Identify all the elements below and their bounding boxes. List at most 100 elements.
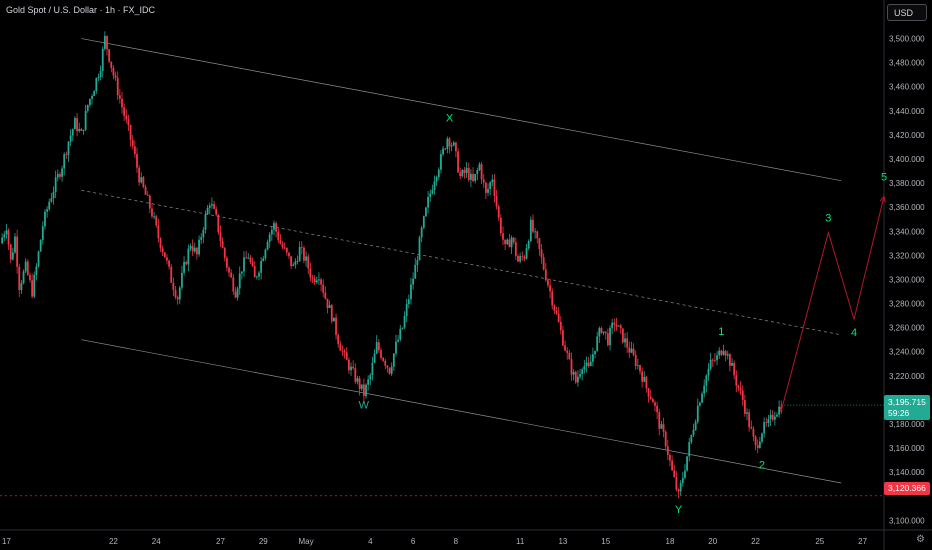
candle-body xyxy=(641,371,644,382)
candle-body xyxy=(574,371,577,383)
candle-body xyxy=(54,177,57,192)
candle-body xyxy=(395,341,397,354)
candle-body xyxy=(298,246,301,262)
candle-body xyxy=(750,427,753,429)
candle-body xyxy=(534,231,537,233)
candle-body xyxy=(110,61,113,69)
candle-body xyxy=(273,223,275,230)
candle-body xyxy=(131,139,134,147)
candle-body xyxy=(48,201,51,210)
candle-body xyxy=(440,154,442,170)
candle-body xyxy=(198,239,200,255)
candle-body xyxy=(69,135,72,142)
candle-body xyxy=(538,238,541,250)
candle-body xyxy=(728,354,731,366)
candle-body xyxy=(737,385,740,389)
candle-body xyxy=(187,248,190,265)
candle-body xyxy=(581,369,584,375)
candle-body xyxy=(208,205,211,208)
candle-body xyxy=(253,266,256,278)
candle-body xyxy=(343,350,346,353)
candle-body xyxy=(373,353,376,363)
candle-body xyxy=(521,256,524,257)
candle-body xyxy=(324,292,327,299)
candle-body xyxy=(484,182,487,193)
candle-body xyxy=(427,197,429,208)
candle-body xyxy=(300,246,303,248)
candle-body xyxy=(350,366,352,371)
candle-body xyxy=(347,359,350,371)
wave-label: 3 xyxy=(825,213,831,225)
y-tick-label: 3,240.000 xyxy=(889,348,925,357)
candle-body xyxy=(352,366,355,369)
candle-body xyxy=(547,280,549,286)
candle-body xyxy=(294,261,297,265)
candle-body xyxy=(585,362,588,367)
candle-body xyxy=(221,241,224,248)
candle-body xyxy=(570,359,573,375)
y-tick-label: 3,280.000 xyxy=(889,300,925,309)
candle-body xyxy=(711,359,714,361)
candle-body xyxy=(118,95,121,99)
candle-body xyxy=(125,115,128,120)
currency-button[interactable]: USD xyxy=(887,4,927,21)
candle-body xyxy=(181,272,183,288)
x-tick-label: 25 xyxy=(815,537,824,546)
candle-body xyxy=(384,360,387,366)
candle-body xyxy=(20,283,23,291)
candle-body xyxy=(258,272,260,277)
candle-body xyxy=(225,257,228,268)
candle-body xyxy=(448,138,451,147)
candle-body xyxy=(701,393,703,403)
candle-body xyxy=(371,362,374,376)
candle-body xyxy=(174,289,177,298)
candle-body xyxy=(170,266,173,283)
candle-body xyxy=(247,257,250,259)
candle-body xyxy=(136,153,138,168)
candle-body xyxy=(305,256,307,261)
candle-body xyxy=(243,257,245,272)
candle-body xyxy=(555,310,558,314)
candle-body xyxy=(339,344,342,351)
candle-body xyxy=(450,145,453,147)
wave-label: Y xyxy=(675,504,683,516)
y-tick-label: 3,340.000 xyxy=(889,227,925,236)
candle-body xyxy=(606,333,609,346)
projection-arrowhead xyxy=(879,195,886,203)
candle-body xyxy=(771,414,774,420)
candle-body xyxy=(330,305,333,322)
candle-body xyxy=(632,348,635,355)
candle-body xyxy=(589,361,592,367)
candle-body xyxy=(163,252,166,258)
symbol-title: Gold Spot / U.S. Dollar · 1h · FX_IDC xyxy=(6,5,156,15)
candle-body xyxy=(741,390,744,401)
candle-body xyxy=(664,431,667,447)
candle-body xyxy=(140,177,143,183)
candle-body xyxy=(733,362,736,376)
candle-body xyxy=(281,243,284,248)
candle-body xyxy=(61,168,63,177)
candle-body xyxy=(375,342,378,354)
candle-body xyxy=(11,252,14,260)
candle-body xyxy=(39,239,42,252)
candle-body xyxy=(112,68,115,76)
candle-body xyxy=(609,327,611,346)
candle-body xyxy=(236,288,239,298)
gear-icon[interactable]: ⚙ xyxy=(916,534,925,545)
candle-body xyxy=(656,405,659,413)
candle-body xyxy=(694,421,697,430)
candle-body xyxy=(643,376,646,382)
candle-body xyxy=(660,424,663,429)
candle-body xyxy=(636,365,639,367)
candle-body xyxy=(264,249,267,259)
candle-body xyxy=(114,75,117,78)
candle-body xyxy=(452,142,455,146)
candle-body xyxy=(523,256,526,259)
candle-body xyxy=(776,414,778,417)
candle-body xyxy=(328,305,331,308)
x-tick-label: 8 xyxy=(454,537,459,546)
candle-body xyxy=(341,350,344,352)
candle-body xyxy=(367,379,370,385)
